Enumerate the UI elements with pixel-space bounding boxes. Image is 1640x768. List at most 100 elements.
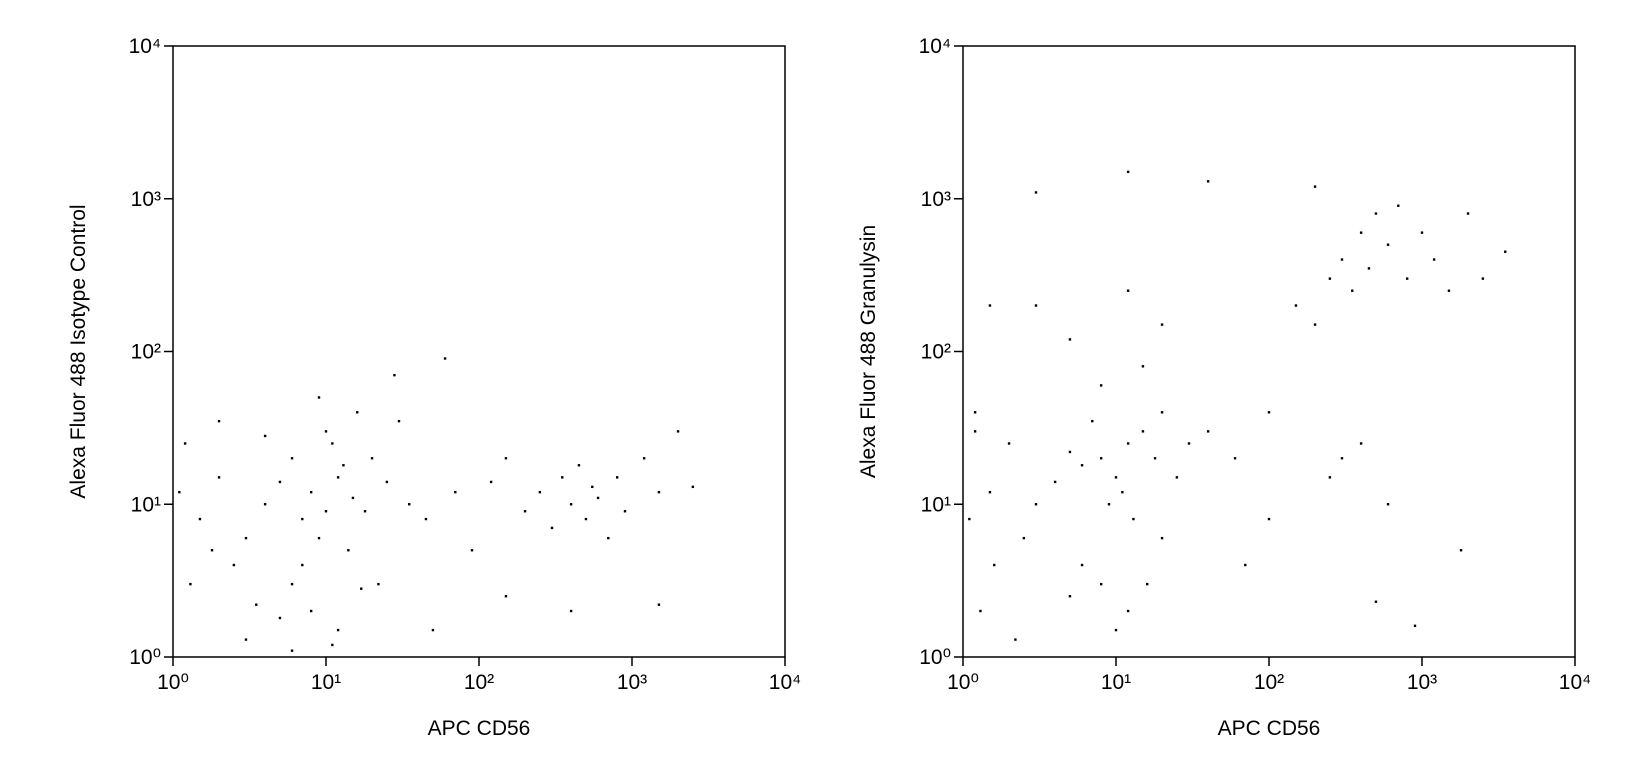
x-axis-label: APC CD56 — [1218, 717, 1321, 740]
point — [397, 419, 401, 423]
point — [1114, 476, 1118, 479]
point — [1146, 582, 1149, 586]
point — [657, 490, 661, 494]
point — [1351, 289, 1354, 292]
point — [569, 503, 573, 506]
point — [1459, 549, 1463, 552]
point — [988, 304, 992, 307]
y-tick-label: 10¹ — [921, 493, 951, 516]
point — [968, 517, 971, 521]
point — [1068, 595, 1072, 598]
point — [1126, 609, 1130, 613]
point — [577, 464, 581, 467]
point — [1053, 480, 1057, 484]
x-tick-label: 10⁰ — [157, 671, 189, 694]
y-tick-label: 10² — [921, 341, 951, 364]
x-tick-label: 10⁰ — [947, 671, 979, 694]
point — [1386, 243, 1390, 246]
point — [1206, 180, 1210, 183]
point — [1374, 212, 1378, 215]
point — [290, 582, 294, 586]
point — [301, 563, 304, 567]
point — [385, 480, 389, 484]
point — [255, 603, 258, 606]
point — [591, 485, 594, 489]
point — [1160, 323, 1164, 326]
point — [342, 464, 345, 467]
point — [1206, 430, 1210, 433]
point — [1175, 476, 1179, 479]
x-tick-label: 10¹ — [311, 671, 341, 694]
point — [217, 419, 221, 423]
point — [317, 536, 321, 540]
y-tick-label: 10² — [131, 341, 161, 364]
point — [1447, 289, 1451, 292]
point — [210, 549, 214, 552]
point — [676, 430, 680, 433]
point — [1126, 442, 1130, 445]
point — [1099, 457, 1103, 460]
point — [244, 638, 248, 641]
point — [1359, 231, 1363, 234]
point — [443, 357, 447, 360]
x-tick-label: 10³ — [617, 671, 647, 694]
point — [1267, 517, 1271, 521]
point — [1413, 624, 1417, 628]
point — [642, 457, 646, 460]
x-tick-label: 10² — [1254, 671, 1284, 694]
point — [1080, 563, 1084, 567]
point — [1121, 490, 1124, 494]
point — [377, 582, 380, 586]
point — [183, 442, 187, 445]
point — [278, 480, 282, 484]
point — [623, 510, 627, 513]
point — [1313, 185, 1317, 188]
point — [1014, 638, 1017, 641]
point — [538, 490, 542, 494]
point — [301, 517, 304, 521]
y-tick-label: 10¹ — [131, 493, 161, 516]
y-tick-label: 10⁰ — [919, 646, 951, 669]
point — [336, 628, 340, 632]
x-tick-label: 10³ — [1407, 671, 1437, 694]
point — [309, 490, 313, 494]
point — [1374, 600, 1378, 603]
point — [1160, 411, 1164, 414]
point — [470, 549, 474, 552]
point — [1022, 536, 1026, 540]
point — [1244, 563, 1247, 567]
point — [1340, 258, 1344, 261]
point — [1187, 442, 1191, 445]
point — [290, 649, 294, 652]
point — [178, 490, 181, 494]
point — [596, 496, 600, 500]
point — [1141, 365, 1145, 368]
point — [370, 457, 374, 460]
point — [569, 609, 573, 613]
point — [1328, 277, 1332, 280]
point — [331, 643, 334, 647]
point — [1328, 476, 1332, 479]
point — [1007, 442, 1011, 445]
point — [1405, 277, 1409, 280]
point — [1432, 258, 1436, 261]
point — [189, 582, 192, 586]
point — [1126, 289, 1130, 292]
point — [561, 476, 564, 479]
point — [263, 503, 267, 506]
point — [1099, 384, 1103, 387]
point — [278, 616, 282, 620]
point — [1313, 323, 1317, 326]
point — [973, 411, 977, 414]
y-tick-label: 10³ — [921, 188, 951, 211]
point — [1099, 582, 1103, 586]
y-tick-label: 10⁴ — [919, 35, 951, 58]
x-axis-label: APC CD56 — [428, 717, 531, 740]
point — [1034, 191, 1038, 194]
plot-frame — [172, 45, 786, 658]
point — [1107, 503, 1111, 506]
point — [993, 563, 996, 567]
point — [317, 396, 321, 399]
point — [1481, 277, 1485, 280]
